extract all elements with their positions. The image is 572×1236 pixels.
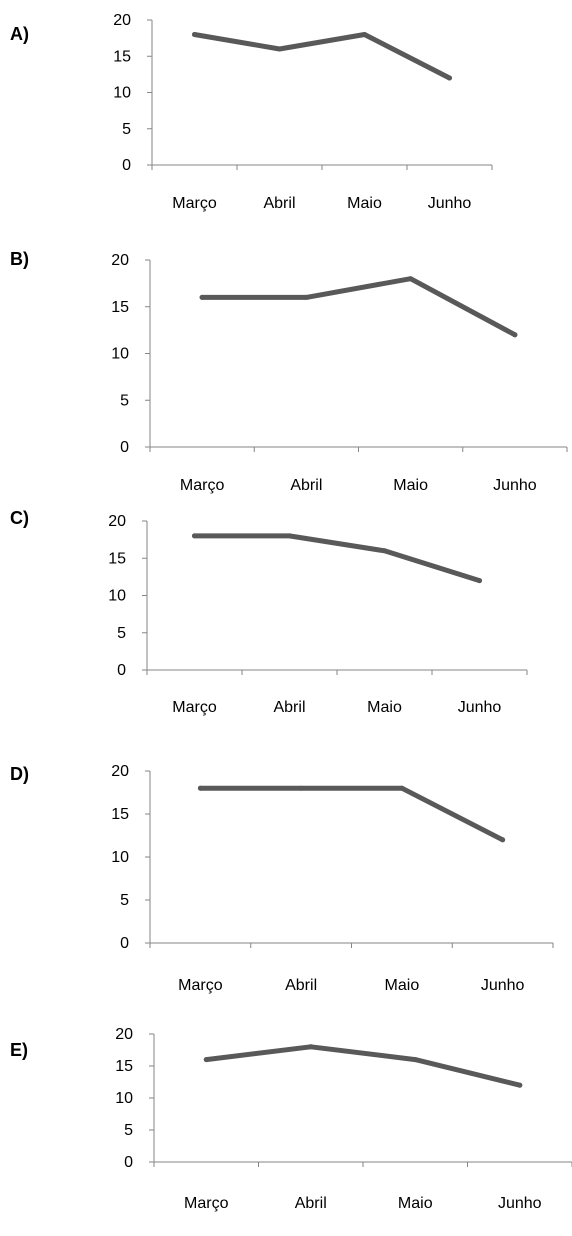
data-point (298, 785, 304, 791)
x-category-label: Abril (285, 977, 317, 994)
y-tick-label: 10 (111, 849, 129, 866)
x-category-label: Abril (290, 477, 322, 494)
data-point (412, 1057, 418, 1063)
x-category-label: Maio (393, 477, 428, 494)
x-category-label: Março (180, 477, 225, 494)
data-point (500, 837, 506, 843)
x-category-label: Junho (428, 195, 472, 212)
x-category-label: Maio (398, 1195, 433, 1212)
x-category-label: Março (172, 195, 217, 212)
data-point (512, 332, 518, 338)
chart-option-a: A) 0 5 10 15 20 Março Abril Maio Junho (10, 12, 493, 212)
y-tick-label: 5 (124, 1122, 133, 1139)
y-tick-label: 20 (115, 1026, 133, 1043)
x-category-label: Junho (458, 699, 502, 716)
chart-option-c: C) 0 5 10 15 20 Março Abril Maio Junho (10, 508, 528, 716)
y-tick-label: 0 (124, 1154, 133, 1171)
x-category-label: Março (172, 699, 217, 716)
y-tick-label: 0 (120, 439, 129, 456)
option-label: C) (10, 508, 29, 528)
y-tick-label: 15 (111, 299, 129, 316)
data-point (192, 533, 197, 539)
y-tick-label: 10 (108, 588, 126, 605)
y-tick-label: 15 (111, 806, 129, 823)
data-point (447, 75, 452, 81)
data-point (362, 32, 367, 37)
y-tick-label: 5 (117, 625, 126, 642)
data-point (382, 548, 387, 554)
data-point (277, 46, 282, 52)
x-category-label: Abril (295, 1195, 327, 1212)
data-point (203, 1057, 209, 1063)
y-tick-label: 5 (120, 392, 129, 409)
data-point (303, 294, 309, 300)
x-category-label: Abril (263, 195, 295, 212)
data-point (408, 276, 414, 282)
data-point (477, 578, 482, 584)
x-category-label: Junho (493, 477, 537, 494)
option-label: D) (10, 764, 29, 784)
data-point (308, 1044, 314, 1050)
y-tick-label: 5 (122, 121, 131, 138)
series-line (192, 533, 482, 584)
data-point (399, 785, 405, 791)
y-tick-label: 10 (115, 1090, 133, 1107)
y-tick-label: 0 (122, 157, 131, 174)
data-point (197, 785, 203, 791)
y-tick-label: 20 (111, 763, 129, 780)
y-tick-label: 0 (117, 662, 126, 679)
data-point (517, 1082, 523, 1088)
data-point (287, 533, 292, 539)
y-tick-label: 10 (113, 85, 131, 102)
y-tick-label: 15 (115, 1058, 133, 1075)
data-point (192, 32, 197, 37)
series-line (199, 276, 518, 338)
chart-option-d: D) 0 5 10 15 20 Março Abril Maio Junho (10, 763, 554, 994)
x-category-label: Março (184, 1195, 229, 1212)
option-label: B) (10, 249, 29, 269)
option-label: A) (10, 24, 29, 44)
x-category-label: Maio (347, 195, 382, 212)
data-point (199, 294, 205, 300)
series-line (203, 1044, 523, 1088)
x-category-label: Junho (481, 977, 525, 994)
x-category-label: Março (178, 977, 223, 994)
chart-option-e: E) 0 5 10 15 20 Março Abril Maio Junho (10, 1026, 572, 1212)
x-category-label: Maio (367, 699, 402, 716)
y-tick-label: 20 (113, 12, 131, 29)
y-tick-label: 20 (111, 252, 129, 269)
y-tick-label: 10 (111, 346, 129, 363)
x-category-label: Maio (385, 977, 420, 994)
y-tick-label: 0 (120, 935, 129, 952)
y-tick-label: 5 (120, 892, 129, 909)
x-category-label: Abril (273, 699, 305, 716)
y-tick-label: 15 (108, 550, 126, 567)
y-tick-label: 15 (113, 48, 131, 65)
chart-option-b: B) 0 5 10 15 20 Março Abril Maio Junho (10, 249, 568, 494)
x-category-label: Junho (498, 1195, 542, 1212)
series-line (192, 32, 452, 81)
option-label: E) (10, 1040, 28, 1060)
series-line (197, 785, 506, 843)
y-tick-label: 20 (108, 513, 126, 530)
